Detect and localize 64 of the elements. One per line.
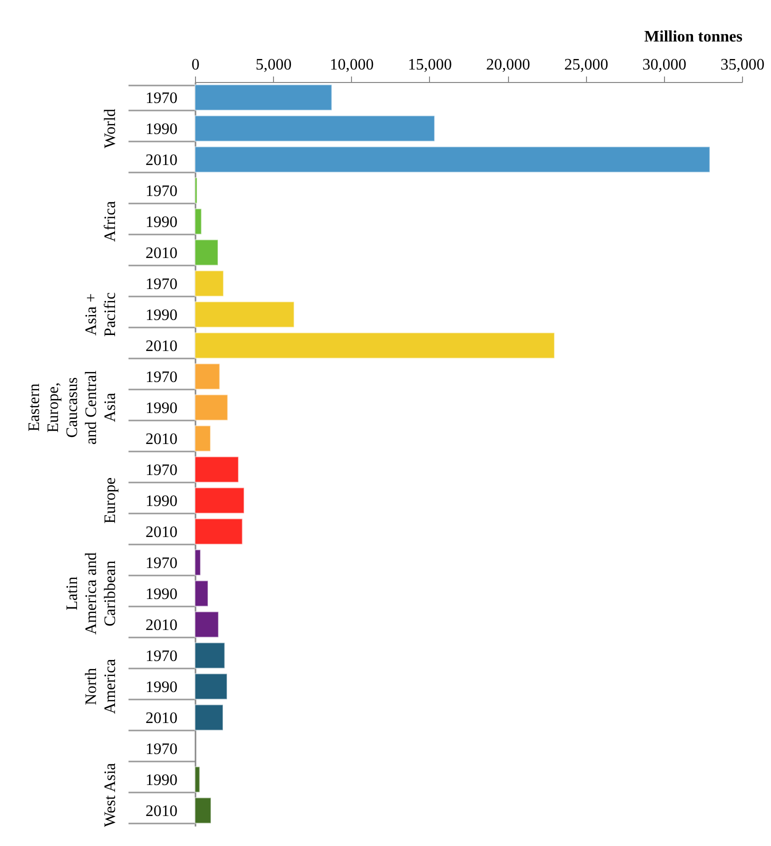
bar — [194, 177, 198, 204]
y-tick-label: 2010 — [146, 152, 178, 169]
text: Africa — [102, 201, 119, 242]
y-tick-label: 2010 — [146, 431, 178, 448]
y-tick-label: 1990 — [146, 679, 178, 696]
x-tick-label: 15,000 — [408, 56, 452, 74]
bar — [194, 580, 208, 607]
text: Latin America and Caribbean — [64, 552, 119, 635]
bar — [194, 673, 228, 700]
y-tick-label: 1970 — [146, 555, 178, 572]
y-tick-label: 2010 — [146, 524, 178, 541]
bar — [194, 363, 220, 390]
bar — [194, 425, 211, 452]
bar — [194, 487, 245, 514]
x-tick-label: 35,000 — [720, 56, 764, 74]
x-tick-label: 5,000 — [256, 56, 292, 74]
x-tick-label: 25,000 — [564, 56, 608, 74]
text: Asia + Pacific — [83, 292, 119, 337]
bar — [194, 394, 228, 421]
y-tick-label: 1990 — [146, 586, 178, 603]
bar — [194, 332, 555, 359]
y-tick-label: 1970 — [146, 741, 178, 758]
bar — [194, 642, 226, 669]
y-tick-label: 1970 — [146, 462, 178, 479]
bar — [194, 797, 212, 824]
bar — [194, 301, 295, 328]
y-tick-label: 2010 — [146, 617, 178, 634]
text: World — [102, 108, 119, 148]
y-tick-label: 1970 — [146, 183, 178, 200]
bar — [194, 704, 224, 731]
x-axis-title: Million tonnes — [644, 28, 742, 46]
y-tick-label: 1990 — [146, 121, 178, 138]
bar — [194, 518, 243, 545]
bar — [194, 549, 201, 576]
y-tick-label: 1970 — [146, 90, 178, 107]
bar — [194, 146, 710, 173]
y-tick-label: 2010 — [146, 245, 178, 262]
y-tick-label: 2010 — [146, 338, 178, 355]
bar — [194, 208, 202, 235]
bar — [194, 456, 239, 483]
x-tick-label: 30,000 — [642, 56, 686, 74]
y-tick-label: 1990 — [146, 214, 178, 231]
bar — [194, 270, 224, 297]
bar — [194, 84, 332, 111]
y-tick-label: 1970 — [146, 648, 178, 665]
y-tick-label: 1970 — [146, 276, 178, 293]
y-tick-label: 2010 — [146, 803, 178, 820]
y-tick-label: 1990 — [146, 400, 178, 417]
bar — [194, 611, 219, 638]
y-tick-label: 1990 — [146, 493, 178, 510]
text: West Asia — [102, 762, 119, 828]
x-tick-label: 20,000 — [486, 56, 530, 74]
bar — [194, 115, 436, 142]
text: North America — [83, 658, 119, 714]
y-tick-label: 1990 — [146, 307, 178, 324]
y-tick-label: 2010 — [146, 710, 178, 727]
bar — [194, 766, 200, 793]
text: Eastern Europe, Caucasus and Central Asia — [26, 370, 119, 445]
y-tick-label: 1970 — [146, 369, 178, 386]
y-tick-label: 1990 — [146, 772, 178, 789]
x-tick-label: 10,000 — [330, 56, 374, 74]
x-tick-label: 0 — [192, 56, 200, 74]
bar — [194, 239, 218, 266]
text: Europe — [102, 477, 119, 524]
